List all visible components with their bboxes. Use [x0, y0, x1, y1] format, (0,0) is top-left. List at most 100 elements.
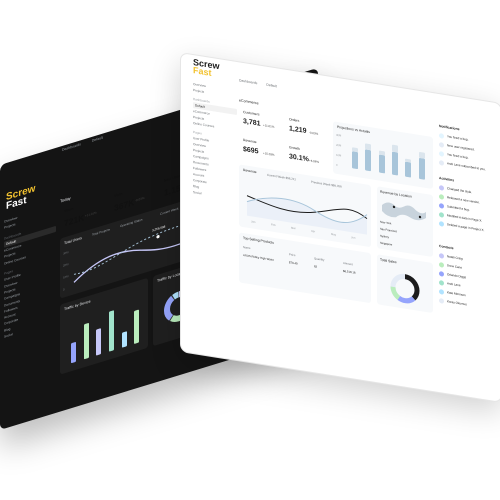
kpi-label: New Users [164, 173, 182, 183]
table-header: Price [289, 252, 296, 258]
device-bar-chart [68, 297, 144, 364]
light-dashboard-window: Screw Fast Dashboards Default Overview P… [180, 52, 500, 403]
revenue-location-card: Revenue by Location New York San Francis… [377, 186, 433, 258]
kpi-change: -0.03% [135, 195, 145, 203]
x-tick: May [331, 232, 337, 237]
bug-icon [439, 150, 444, 157]
card-title: Traffic by Device [64, 299, 91, 312]
device-bar-windows [109, 309, 114, 352]
device-bar-android [121, 331, 127, 348]
broadcast-icon [439, 159, 444, 166]
x-tick: Apr [311, 229, 316, 234]
location-row: Sydney [380, 234, 389, 240]
actual-bar [418, 157, 425, 180]
section-title: eCommerce [239, 98, 259, 106]
card-title: Top Selling Products [243, 235, 274, 245]
kpi-change: +15.03% [263, 151, 275, 157]
contact-name: Natali Craig [447, 254, 463, 261]
card-title: Total Sales [380, 257, 397, 265]
kpi-label: Orders [289, 117, 300, 123]
contact-name: Drew Cano [447, 263, 463, 270]
kpi-change: -0.03% [309, 130, 319, 136]
kpi-change: +6.08% [309, 158, 319, 164]
kpi-change: +11.01% [85, 210, 97, 219]
notification-text: You fixed a bug. [447, 134, 469, 142]
actual-bar [352, 151, 358, 170]
revenue-lines [246, 195, 368, 235]
actual-bar [405, 161, 412, 178]
bug-icon [439, 132, 444, 139]
device-bar-linux [71, 341, 76, 364]
current-week-line [246, 195, 368, 219]
x-tick: Jan [251, 220, 256, 224]
projections-card: Projections vs Actuals 30M 20M 10M 0 [333, 121, 433, 190]
contact-name: Orlando Diggs [447, 272, 467, 280]
x-tick: Mar [291, 226, 296, 231]
breadcrumb-item[interactable]: Default [266, 82, 277, 89]
kpi-card-growth[interactable]: Growth 30.1% +6.08% [285, 142, 327, 173]
avatar [439, 288, 444, 295]
previous-week-area [247, 198, 367, 235]
avatar [439, 202, 444, 209]
kpi-card-orders[interactable]: Orders 1,219 -0.03% [285, 114, 327, 145]
device-bar-mac [83, 322, 89, 360]
kpi-label: Views [64, 206, 74, 214]
contact-name: Andi Lane [447, 281, 461, 288]
total-sales-donut [390, 273, 420, 304]
tooltip-point [156, 235, 160, 239]
contacts-panel: Contacts Natali Craig Drew Cano Orlando … [439, 244, 499, 315]
projection-bar [365, 143, 372, 150]
notification-text: You fixed a bug. [447, 152, 469, 160]
y-tick: 30M [336, 133, 342, 138]
total-sales-card: Total Sales [377, 254, 433, 314]
logo[interactable]: Screw Fast [193, 57, 220, 78]
table-cell: $79.49 [289, 260, 298, 266]
kpi-change: +11.01% [263, 123, 275, 129]
breadcrumb: Dashboards Default [62, 132, 113, 153]
x-tick: Jun [351, 236, 356, 240]
avatar [439, 252, 444, 259]
section-title: Today [60, 195, 71, 204]
sidebar: Overview Projects Dashboards Default eCo… [193, 81, 237, 202]
breadcrumb-item[interactable]: Dashboards [239, 78, 258, 86]
contact-name: Koray Okumus [447, 299, 467, 307]
notifications-panel: Notifications You fixed a bug. New user … [439, 124, 499, 177]
kpi-card-revenue[interactable]: Revenue $695 +15.03% [239, 134, 281, 165]
kpi-label: Customers [243, 109, 260, 117]
breadcrumb-item[interactable]: Default [91, 135, 103, 143]
avatar [439, 270, 444, 277]
avatar [439, 297, 444, 304]
kpi-label: Growth [289, 145, 300, 151]
contact-name: Kate Morrison [447, 290, 466, 298]
activity-text: Submitted a bug. [447, 204, 470, 212]
location-row: New York [380, 220, 392, 226]
projections-bar-chart [349, 136, 429, 181]
donut-slice [164, 290, 194, 322]
table-header: Quantity [314, 256, 325, 262]
table-cell: $6,518.18 [343, 268, 356, 275]
breadcrumb-item[interactable]: Dashboards [62, 142, 81, 153]
revenue-card: Revenue Current Week $58,211 Previous We… [239, 164, 371, 248]
kpi-value: $695 [243, 145, 259, 156]
previous-week-line [246, 197, 368, 223]
location-row: Singapore [380, 241, 393, 247]
projection-bar [392, 144, 398, 153]
device-bar-ios [96, 327, 102, 356]
sidebar: Overview Projects Dashboards Default eCo… [4, 203, 56, 340]
actual-bar [392, 151, 398, 176]
previous-week-line [73, 220, 241, 275]
location-row: San Francisco [380, 227, 398, 234]
logo[interactable]: Screw Fast [6, 183, 35, 212]
avatar [439, 184, 444, 191]
actual-bar [378, 154, 385, 174]
kpi-value: 3,781 [243, 117, 261, 128]
avatar [439, 193, 444, 200]
kpi-card-customers[interactable]: Customers 3,781 +11.01% [239, 106, 281, 137]
actual-bar [365, 149, 372, 172]
logo-line2: Fast [193, 65, 212, 78]
card-title: Projections vs Actuals [337, 124, 370, 135]
y-tick: 10M [336, 153, 342, 158]
device-bar-other [134, 309, 140, 344]
avatar [439, 261, 444, 268]
